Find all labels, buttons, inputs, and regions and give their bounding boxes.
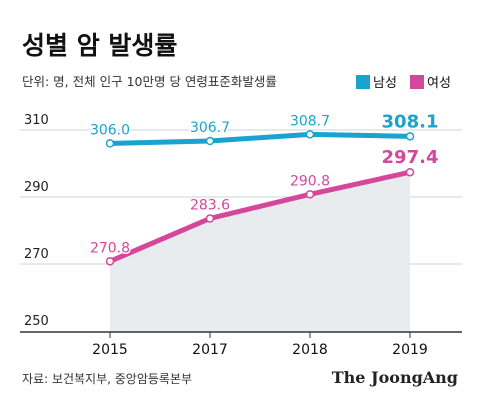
area-fill xyxy=(110,172,410,332)
male-data-label: 306.7 xyxy=(190,120,230,136)
x-axis: 2015 2017 2018 2019 xyxy=(20,331,462,358)
x-tick-label: 2015 xyxy=(92,342,128,358)
male-data-label: 306.0 xyxy=(90,122,130,138)
legend-label-female: 여성 xyxy=(427,76,451,91)
female-area xyxy=(110,172,410,332)
female-point xyxy=(105,257,115,266)
chart-subtitle: 단위: 명, 전체 인구 10만명 당 연령표준화발생률 xyxy=(22,74,277,89)
legend-swatch-male xyxy=(356,75,370,89)
male-data-label: 308.1 xyxy=(382,111,439,132)
female-point xyxy=(405,167,415,177)
female-data-label: 297.4 xyxy=(382,147,439,168)
female-point xyxy=(305,190,315,199)
male-point xyxy=(405,132,415,141)
series xyxy=(105,130,415,266)
female-line xyxy=(107,169,413,264)
male-line xyxy=(107,131,413,146)
data-labels: 306.0 306.7 308.7 308.1 270.8 283.6 290.8 297.4 xyxy=(88,110,440,258)
y-tick-label: 310 xyxy=(24,113,49,128)
female-point xyxy=(205,214,215,223)
legend-label-male: 남성 xyxy=(373,76,397,91)
brand-logo: The JoongAng xyxy=(332,368,458,387)
y-tick-label: 250 xyxy=(24,314,49,329)
x-tick-label: 2018 xyxy=(292,342,328,358)
y-tick-label: 290 xyxy=(24,180,49,195)
x-tick-label: 2017 xyxy=(192,342,228,358)
female-data-label: 270.8 xyxy=(90,240,130,256)
female-data-label: 283.6 xyxy=(190,197,230,213)
y-tick-label: 270 xyxy=(24,247,49,262)
male-point xyxy=(205,136,215,146)
source-note: 자료: 보건복지부, 중앙암등록본부 xyxy=(22,372,192,386)
male-point xyxy=(105,139,115,148)
male-data-label: 308.7 xyxy=(290,113,330,129)
male-point xyxy=(305,130,315,139)
chart-title: 성별 암 발생률 xyxy=(22,31,177,60)
legend-swatch-female xyxy=(410,75,424,89)
legend: 남성 여성 xyxy=(356,75,451,91)
female-data-label: 290.8 xyxy=(290,173,330,189)
x-tick-label: 2019 xyxy=(392,342,428,358)
